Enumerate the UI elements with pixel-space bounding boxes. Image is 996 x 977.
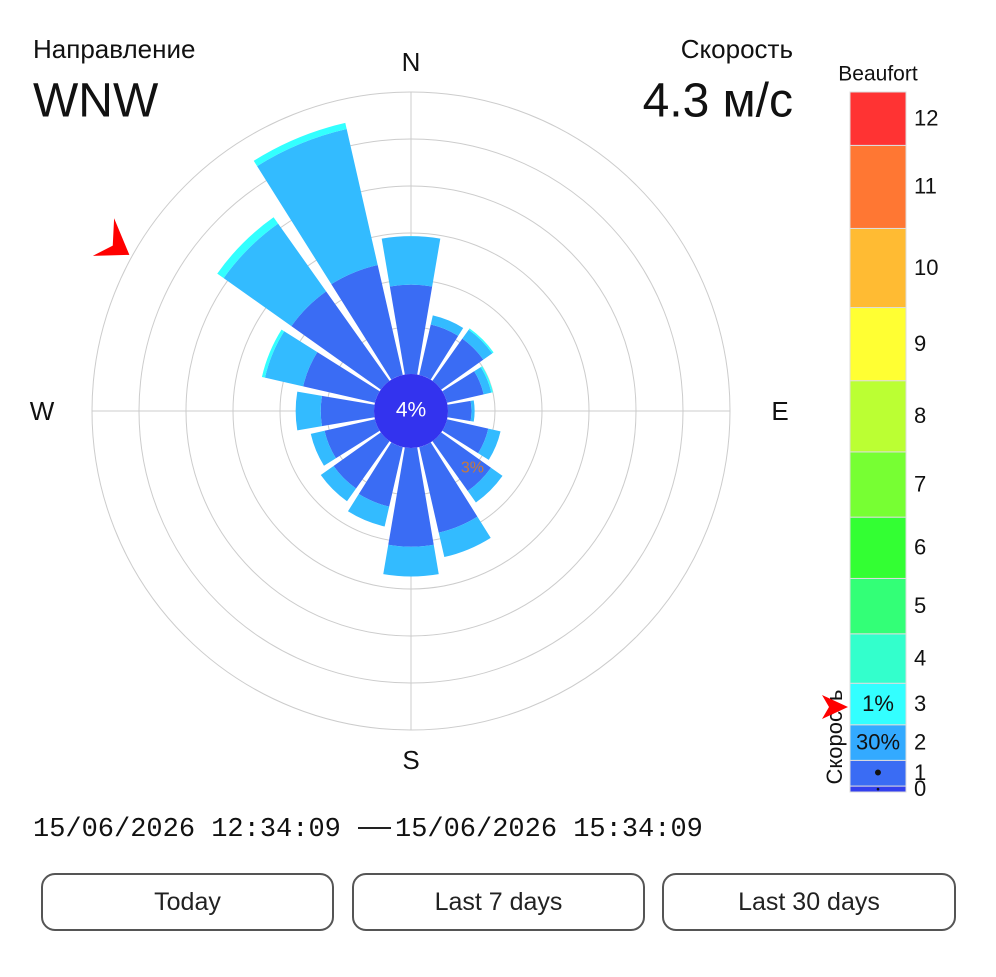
legend-level: 3 xyxy=(914,691,926,716)
rose-segment xyxy=(442,371,484,403)
rose-segment xyxy=(320,395,375,427)
compass-label: S xyxy=(402,745,419,775)
button-last-30-days[interactable]: Last 30 days xyxy=(662,873,956,931)
direction-label: Направление xyxy=(33,34,195,64)
rose-segment xyxy=(432,338,484,390)
legend-level: 7 xyxy=(914,471,926,496)
legend-band xyxy=(849,724,907,761)
legend-band xyxy=(849,682,907,726)
legend-level: 0 xyxy=(914,776,926,801)
legend-band xyxy=(849,516,907,579)
legend-share: 1% xyxy=(862,691,894,716)
rose-segment xyxy=(462,329,493,360)
speed-marker xyxy=(822,694,848,719)
legend-band xyxy=(849,144,907,229)
rose-segment xyxy=(419,324,459,380)
rose-segment xyxy=(320,465,357,502)
grid-ring xyxy=(232,232,590,590)
rose-segment xyxy=(381,236,441,287)
rose-segment xyxy=(389,284,433,375)
rose-segment xyxy=(291,291,390,390)
direction-value: WNW xyxy=(33,75,159,128)
rose-segment xyxy=(264,331,318,387)
rose-segment xyxy=(347,494,390,527)
speed-value: 4.3 м/с xyxy=(643,75,793,128)
rose-segment xyxy=(358,442,403,507)
legend-level: 12 xyxy=(914,106,938,131)
legend-band xyxy=(849,91,907,146)
rose-segment xyxy=(223,223,327,327)
legend-title: Beaufort xyxy=(838,63,918,86)
rose-segment xyxy=(310,430,336,466)
rose-segment xyxy=(257,129,378,285)
rose-segment xyxy=(331,264,403,380)
grid-ring xyxy=(91,91,731,731)
grid-ring xyxy=(138,138,684,684)
legend-band xyxy=(849,633,907,684)
compass-label: W xyxy=(30,396,55,426)
rose-segment xyxy=(447,400,472,422)
rose-segment xyxy=(419,442,478,533)
calm-label: 4% xyxy=(396,399,426,422)
legend-level: 8 xyxy=(914,403,926,428)
rose-segment xyxy=(303,352,380,403)
button-last-7-days[interactable]: Last 7 days xyxy=(352,873,645,931)
legend-level: 11 xyxy=(914,174,937,199)
legend-share: 30% xyxy=(856,729,900,754)
date-start: 15/06/2026 12:34:09 xyxy=(33,815,341,845)
rose-segment xyxy=(442,419,489,454)
rose-segment xyxy=(295,391,323,431)
legend-level: 10 xyxy=(914,255,938,280)
legend-share: • xyxy=(876,785,880,796)
rose-segment xyxy=(333,432,390,489)
legend-level: 2 xyxy=(914,729,926,754)
rose-segment xyxy=(468,328,494,354)
speed-label: Скорость xyxy=(681,34,793,64)
rose-segment xyxy=(253,122,347,167)
rose-segment xyxy=(480,366,493,393)
legend-band xyxy=(849,380,907,453)
legend-share: • xyxy=(874,760,882,785)
legend-band xyxy=(849,759,907,787)
ring-label: 3% xyxy=(461,460,484,477)
rose-segment xyxy=(261,329,285,378)
date-end: 15/06/2026 15:34:09 xyxy=(395,815,703,845)
legend-level: 9 xyxy=(914,331,926,356)
rose-segment xyxy=(474,367,492,395)
rose-segment xyxy=(432,432,492,492)
compass-label: E xyxy=(771,396,788,426)
rose-segment xyxy=(470,400,475,422)
rose-segment xyxy=(388,447,434,547)
wind-rose-widget: Направление WNW Скорость 4.3 м/с Beaufor… xyxy=(30,34,939,845)
rose-segment xyxy=(217,217,279,279)
button-today[interactable]: Today xyxy=(41,873,334,931)
legend-band xyxy=(849,451,907,518)
rose-segment xyxy=(324,419,380,459)
legend-level: 1 xyxy=(914,760,926,785)
legend-band xyxy=(849,577,907,635)
legend-level: 5 xyxy=(914,593,926,618)
legend-band xyxy=(849,307,907,382)
legend-level: 6 xyxy=(914,535,926,560)
calm-disk xyxy=(374,374,448,448)
legend-band xyxy=(849,227,907,309)
rose-segment xyxy=(467,467,503,503)
rose-segment xyxy=(478,428,501,460)
grid-ring xyxy=(185,185,637,637)
legend-level: 4 xyxy=(914,645,926,670)
rose-segment xyxy=(438,516,491,558)
rose-segment xyxy=(430,315,464,336)
rose-segment xyxy=(383,544,439,577)
compass-label: N xyxy=(402,47,421,77)
direction-marker xyxy=(92,218,130,256)
